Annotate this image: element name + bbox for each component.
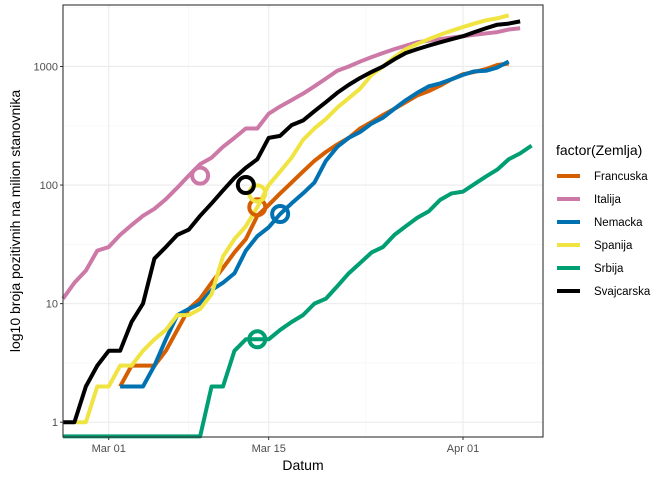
x-tick-label: Mar 01 — [92, 443, 126, 455]
series-markers — [190, 165, 291, 350]
y-tick-label: 1 — [52, 417, 58, 429]
series-marker-srbija — [247, 329, 268, 350]
series-marker-italija — [190, 165, 211, 186]
legend-label-francuska: Francuska — [594, 171, 648, 183]
series-marker-svajcarska — [235, 175, 256, 196]
series-line-italija — [61, 26, 521, 300]
y-tick-label: 100 — [40, 180, 58, 192]
y-axis-title: log10 broja pozitivnih na milion stanovn… — [7, 90, 23, 352]
series-line-svajcarska — [63, 19, 521, 425]
legend-label-srbija: Srbija — [594, 263, 624, 275]
legend-label-spanija: Spanija — [594, 240, 633, 252]
x-tick-label: Mar 15 — [252, 443, 286, 455]
y-axis: 1 10 100 1000 — [34, 61, 63, 429]
series-line-spanija — [74, 13, 510, 425]
series-lines — [61, 13, 533, 439]
series-marker-nemacka — [270, 203, 291, 224]
legend-label-nemacka: Nemacka — [594, 217, 643, 229]
legend: Francuska Italija Nemacka Spanija Srbija Svaj… — [557, 171, 651, 298]
series-line-srbija — [63, 143, 533, 439]
series-marker-francuska — [247, 197, 268, 218]
series-line-nemacka — [120, 59, 510, 389]
x-axis-title: Datum — [282, 457, 323, 473]
legend-title: factor(Zemlja) — [556, 142, 642, 158]
y-tick-label: 1000 — [34, 61, 58, 73]
legend-label-italija: Italija — [594, 194, 621, 206]
x-axis: Mar 01 Mar 15 Apr 01 — [92, 437, 479, 455]
panel-border — [62, 4, 544, 438]
x-tick-label: Apr 01 — [447, 443, 479, 455]
legend-label-svajcarska: Svajcarska — [594, 286, 651, 298]
y-tick-label: 10 — [46, 299, 58, 311]
